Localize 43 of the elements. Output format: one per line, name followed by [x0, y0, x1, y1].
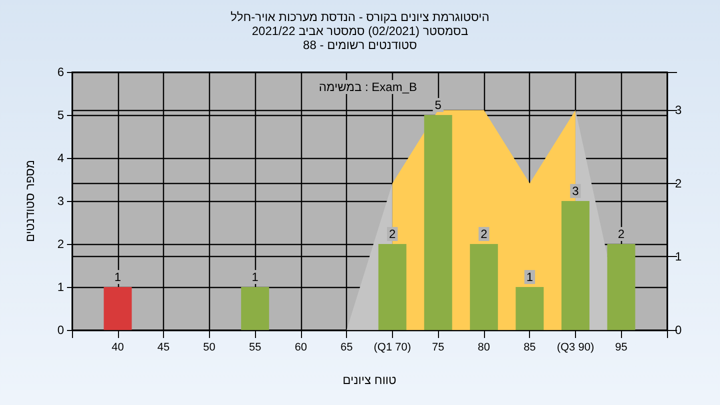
- y-tick-label: 1: [57, 280, 64, 294]
- x-tick-label: 45: [157, 342, 170, 354]
- bar: [378, 244, 406, 330]
- annotation: במשימה : Exam_B: [318, 80, 418, 94]
- y-tick-label: 4: [57, 151, 64, 165]
- y-tick-label: 5: [57, 108, 64, 122]
- x-tick-label: (Q1 70): [374, 342, 412, 354]
- chart-title: היסטוגרמת ציונים בקורס - הנדסת מערכות אויר-חלל: [230, 10, 490, 24]
- y-tick-label: 0: [57, 323, 64, 337]
- x-tick-label: (Q3 90): [556, 342, 594, 354]
- y-tick-label: 6: [57, 65, 64, 79]
- x-tick-label: 75: [432, 342, 444, 354]
- bar: [241, 287, 270, 330]
- y2-tick-label: 3: [675, 103, 682, 118]
- data-label: 3: [572, 184, 580, 198]
- bar: [470, 244, 498, 330]
- bar: [607, 244, 636, 330]
- data-label: 2: [389, 227, 396, 241]
- y2-tick-label: 2: [675, 176, 682, 190]
- chart-subtitle: בסמסטר (02/2021) סמסטר אביב 2021/22 סטודנטים רשומים - 88: [250, 24, 470, 52]
- x-tick-label: 40: [112, 342, 124, 354]
- x-tick-label: 80: [478, 342, 490, 354]
- x-tick-label: 95: [615, 342, 628, 354]
- data-label: 2: [480, 227, 488, 241]
- data-label: 5: [434, 98, 442, 112]
- data-label: 1: [252, 270, 259, 284]
- x-tick-label: 65: [340, 342, 353, 354]
- y-axis-title: מספר סטודנטים: [23, 160, 37, 242]
- y-tick-label: 2: [57, 237, 64, 251]
- x-tick-label: 60: [294, 342, 307, 354]
- data-label: 2: [618, 227, 625, 241]
- bar: [561, 201, 590, 330]
- bar: [104, 287, 132, 330]
- y-tick-label: 3: [57, 194, 64, 208]
- x-tick-label: 85: [524, 342, 536, 354]
- x-tick-label: 55: [248, 342, 262, 354]
- y2-tick-label: 1: [675, 250, 682, 264]
- x-tick-label: 50: [203, 342, 216, 354]
- x-axis-title: טווח ציונים: [342, 373, 397, 387]
- bar: [424, 115, 452, 330]
- data-label: 1: [114, 270, 122, 284]
- bar: [516, 287, 544, 330]
- data-label: 1: [526, 270, 534, 284]
